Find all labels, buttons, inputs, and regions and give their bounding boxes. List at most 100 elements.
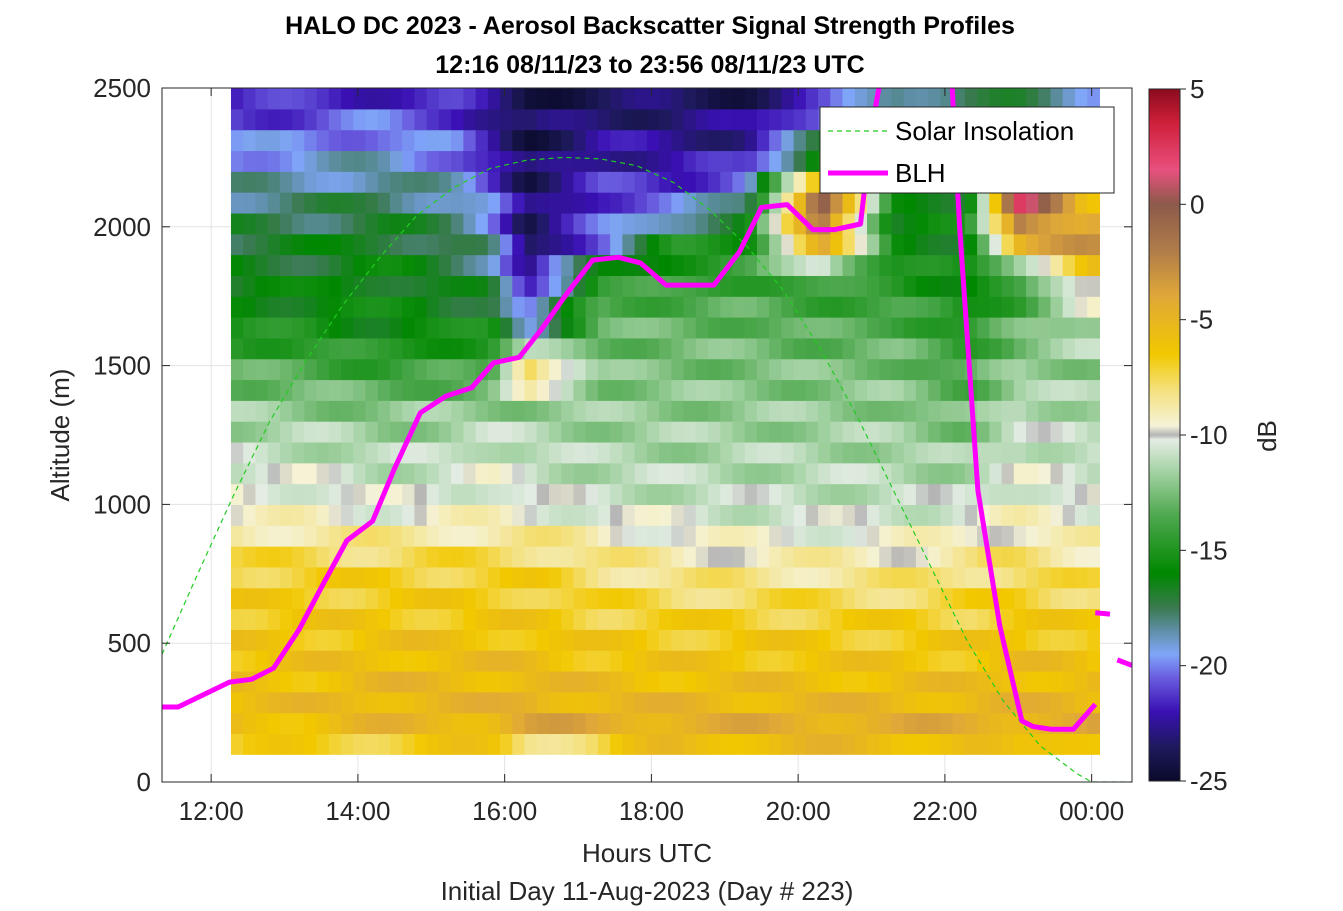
heatmap-cell: [597, 88, 611, 110]
heatmap-cell: [695, 462, 709, 485]
heatmap-cell: [781, 483, 795, 505]
heatmap-cell: [426, 275, 440, 297]
heatmap-cell: [463, 212, 477, 235]
heatmap-cell: [365, 670, 379, 693]
heatmap-cell: [230, 108, 244, 131]
heatmap-cell: [683, 192, 697, 214]
heatmap-cell: [451, 317, 464, 339]
heatmap-cell: [341, 171, 354, 193]
x-tick-label: 22:00: [912, 796, 977, 826]
heatmap-cell: [548, 587, 562, 610]
heatmap-cell: [512, 400, 526, 422]
heatmap-cell: [487, 317, 501, 339]
heatmap-cell: [1038, 358, 1052, 381]
heatmap-cell: [353, 733, 367, 755]
heatmap-cell: [1013, 421, 1027, 443]
heatmap-cell: [720, 337, 734, 360]
heatmap-cell: [720, 88, 734, 110]
heatmap-cell: [292, 212, 305, 235]
heatmap-cell: [267, 712, 281, 735]
heatmap-cell: [744, 546, 758, 568]
heatmap-cell: [842, 504, 856, 526]
heatmap-cell: [475, 441, 489, 464]
heatmap-cell: [879, 546, 893, 568]
heatmap-cell: [292, 150, 305, 172]
heatmap-cell: [304, 483, 318, 505]
heatmap-cell: [1038, 483, 1052, 505]
heatmap-cell: [1001, 358, 1015, 381]
heatmap-cell: [414, 546, 428, 568]
heatmap-cell: [842, 670, 856, 693]
heatmap-cell: [867, 483, 880, 505]
heatmap-cell: [426, 546, 440, 568]
heatmap-cell: [463, 483, 477, 505]
heatmap-cell: [377, 129, 391, 152]
heatmap-cell: [451, 462, 464, 485]
heatmap-cell: [634, 650, 648, 672]
heatmap-cell: [536, 525, 550, 547]
heatmap-cell: [597, 192, 611, 214]
heatmap-cell: [720, 108, 734, 131]
heatmap-cell: [512, 566, 526, 589]
heatmap-cell: [328, 254, 342, 276]
heatmap-cell: [610, 691, 623, 714]
heatmap-cell: [830, 441, 844, 464]
heatmap-cell: [610, 212, 623, 235]
heatmap-cell: [1062, 733, 1076, 755]
heatmap-cell: [1062, 608, 1076, 630]
heatmap-cell: [805, 608, 819, 630]
heatmap-cell: [230, 275, 244, 297]
heatmap-cell: [622, 296, 636, 318]
heatmap-cell: [622, 712, 636, 735]
heatmap-cell: [805, 88, 819, 110]
heatmap-cell: [243, 712, 257, 735]
heatmap-cell: [610, 150, 623, 172]
heatmap-cell: [695, 150, 709, 172]
heatmap-cell: [365, 192, 379, 214]
heatmap-cell: [977, 733, 990, 755]
heatmap-cell: [500, 483, 513, 505]
heatmap-cell: [854, 650, 868, 672]
heatmap-cell: [463, 691, 477, 714]
heatmap-cell: [1074, 400, 1088, 422]
heatmap-cell: [805, 171, 819, 193]
heatmap-cell: [769, 670, 782, 693]
heatmap-cell: [536, 233, 550, 256]
heatmap-cell: [756, 587, 770, 610]
heatmap-cell: [548, 608, 562, 630]
heatmap-cell: [255, 691, 269, 714]
heatmap-cell: [512, 379, 526, 401]
heatmap-cell: [756, 421, 770, 443]
heatmap-cell: [1001, 504, 1015, 526]
heatmap-cell: [769, 233, 782, 256]
heatmap-cell: [328, 462, 342, 485]
heatmap-cell: [328, 421, 342, 443]
heatmap-cell: [1026, 233, 1039, 256]
heatmap-cell: [512, 254, 526, 276]
heatmap-cell: [585, 400, 599, 422]
heatmap-cell: [891, 421, 905, 443]
heatmap-cell: [1087, 546, 1100, 568]
heatmap-cell: [267, 441, 281, 464]
heatmap-cell: [634, 192, 648, 214]
heatmap-cell: [977, 275, 990, 297]
heatmap-cell: [622, 129, 636, 152]
heatmap-cell: [622, 108, 636, 131]
heatmap-cell: [793, 358, 807, 381]
heatmap-cell: [279, 691, 293, 714]
heatmap-cell: [316, 441, 330, 464]
heatmap-cell: [659, 525, 672, 547]
heatmap-cell: [793, 400, 807, 422]
heatmap-cell: [243, 254, 257, 276]
heatmap-cell: [487, 691, 501, 714]
heatmap-cell: [1013, 546, 1027, 568]
heatmap-cell: [977, 587, 990, 610]
heatmap-cell: [952, 462, 966, 485]
heatmap-cell: [879, 733, 893, 755]
heatmap-cell: [389, 358, 403, 381]
heatmap-cell: [487, 504, 501, 526]
heatmap-cell: [597, 525, 611, 547]
heatmap-cell: [634, 317, 648, 339]
heatmap-cell: [1013, 504, 1027, 526]
heatmap-cell: [732, 129, 746, 152]
